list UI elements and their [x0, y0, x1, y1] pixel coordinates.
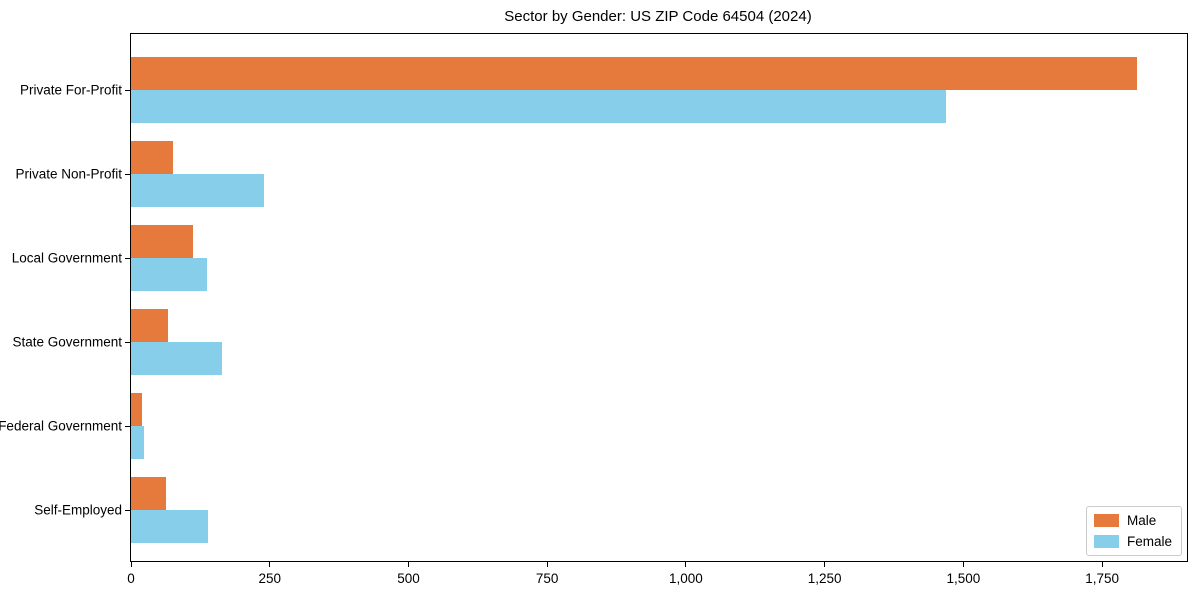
ytick-label-state-government: State Government	[12, 334, 122, 350]
xtick-mark-250	[269, 562, 271, 567]
ytick-mark-private-non-profit	[125, 173, 131, 175]
xtick-mark-1500	[962, 562, 964, 567]
ytick-label-private-for-profit: Private For-Profit	[19, 82, 122, 98]
bar-male-private-non-profit	[131, 141, 173, 174]
bar-male-local-government	[131, 225, 193, 258]
xtick-label-250: 250	[258, 571, 281, 586]
bar-female-federal-government	[131, 426, 144, 459]
ytick-label-private-non-profit: Private Non-Profit	[15, 166, 122, 182]
male-swatch	[1093, 514, 1119, 527]
ytick-label-local-government: Local Government	[11, 250, 122, 266]
ytick-mark-self-employed	[125, 509, 131, 511]
bar-female-private-non-profit	[131, 174, 265, 207]
xtick-mark-1000	[685, 562, 687, 567]
ytick-label-federal-government: Federal Government	[0, 418, 122, 434]
bar-female-self-employed	[131, 510, 208, 543]
xtick-label-1250: 1,250	[807, 571, 842, 586]
bar-male-self-employed	[131, 477, 166, 510]
xtick-label-1000: 1,000	[669, 571, 703, 586]
ytick-label-self-employed: Self-Employed	[34, 502, 122, 518]
xtick-mark-0	[130, 562, 132, 567]
xtick-label-750: 750	[535, 571, 559, 586]
bar-male-private-for-profit	[131, 57, 1137, 90]
legend-label-male: Male	[1126, 513, 1157, 528]
ytick-mark-state-government	[125, 341, 131, 343]
bar-female-state-government	[131, 342, 222, 375]
legend-item-female: Female	[1093, 534, 1172, 549]
ytick-mark-federal-government	[125, 425, 131, 427]
bar-female-private-for-profit	[131, 90, 947, 123]
xtick-mark-500	[407, 562, 409, 567]
ytick-mark-local-government	[125, 257, 131, 259]
plot-area: Male Female Private For-Profit Private No…	[0, 33, 1188, 586]
xtick-label-500: 500	[397, 571, 420, 586]
legend: Male Female	[1085, 506, 1182, 556]
xtick-mark-750	[546, 562, 548, 567]
xtick-label-1500: 1,500	[946, 571, 981, 586]
bar-male-federal-government	[131, 393, 142, 426]
bar-female-local-government	[131, 258, 207, 291]
bar-male-state-government	[131, 309, 169, 342]
legend-item-male: Male	[1093, 513, 1172, 528]
female-swatch	[1093, 535, 1119, 548]
xtick-label-1750: 1,750	[1085, 571, 1119, 586]
ytick-mark-private-for-profit	[125, 89, 131, 91]
xtick-mark-1250	[824, 562, 826, 567]
xtick-label-0: 0	[127, 571, 135, 586]
xtick-mark-1750	[1101, 562, 1103, 567]
chart-title: Sector by Gender: US ZIP Code 64504 (202…	[504, 8, 812, 25]
legend-label-female: Female	[1126, 534, 1172, 549]
